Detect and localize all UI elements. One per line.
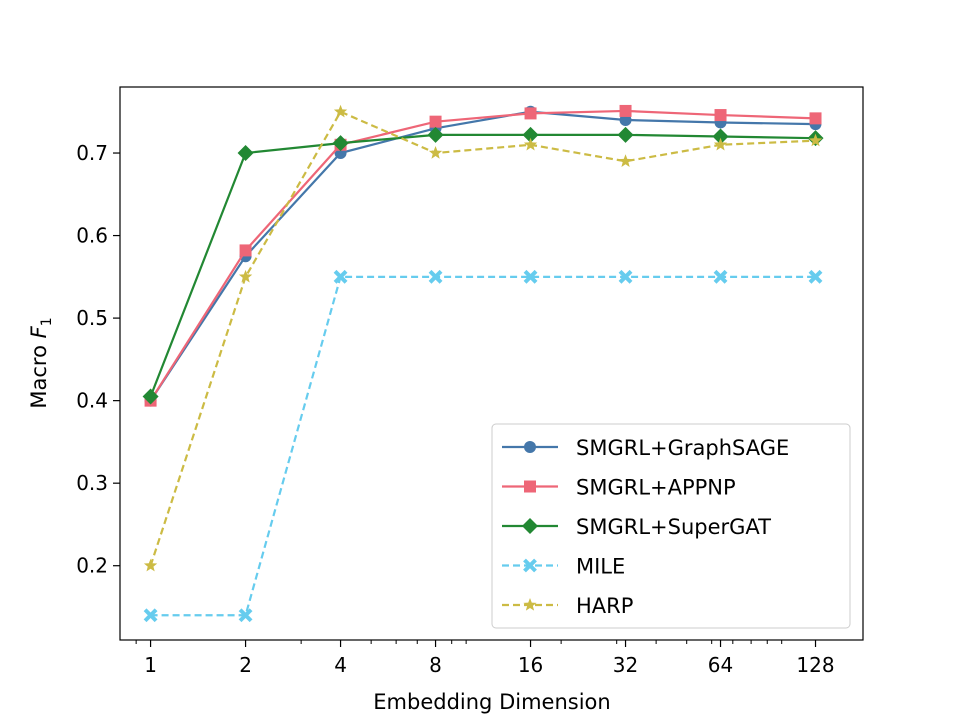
legend-label-smgrl-supergat: SMGRL+SuperGAT <box>576 515 771 539</box>
data-point-smgrl-appnp <box>429 115 442 128</box>
data-point-smgrl-appnp <box>714 109 727 122</box>
legend-entry-harp: HARP <box>502 594 633 618</box>
y-tick-label: 0.4 <box>76 389 108 413</box>
axes-layer: 1 2 4 8 16 32 64 128 0.2 0.3 0.4 0.5 0.6 0.7 <box>76 86 864 677</box>
data-point-harp <box>523 137 538 151</box>
data-point-smgrl-supergat <box>617 126 634 143</box>
data-point-smgrl-appnp <box>524 107 537 120</box>
plot-frame <box>119 86 864 641</box>
data-point-mile <box>238 608 253 623</box>
legend-box <box>491 423 851 629</box>
y-axis-label-prefix: Macro <box>27 338 51 408</box>
x-tick-label: 16 <box>518 653 543 677</box>
data-point-mile <box>618 269 633 284</box>
legend-entry-smgrl-graphsage: SMGRL+GraphSAGE <box>502 436 789 460</box>
data-point-harp <box>808 133 823 147</box>
legend: SMGRL+GraphSAGE SMGRL+APPNP SMGRL+SuperGAT… <box>491 423 851 629</box>
x-tick-label: 128 <box>796 653 834 677</box>
x-tick-label: 32 <box>613 653 638 677</box>
y-tick-label: 0.7 <box>76 141 108 165</box>
legend-marker-harp <box>523 598 537 611</box>
data-point-mile <box>713 269 728 284</box>
series-line-mile <box>150 275 816 617</box>
y-tick-label: 0.2 <box>76 554 108 578</box>
legend-marker-smgrl-graphsage <box>524 441 536 453</box>
series-layer <box>142 104 824 623</box>
series-line-smgrl-supergat <box>149 133 816 397</box>
series-harp <box>143 104 823 572</box>
data-point-smgrl-appnp <box>239 244 252 257</box>
data-point-mile <box>428 269 443 284</box>
data-point-harp <box>143 558 158 572</box>
legend-entry-smgrl-supergat: SMGRL+SuperGAT <box>502 515 771 539</box>
data-point-harp <box>238 269 253 283</box>
data-point-harp <box>713 137 728 151</box>
y-tick-label: 0.6 <box>76 224 108 248</box>
x-axis-label: Embedding Dimension <box>373 690 610 714</box>
data-point-smgrl-appnp <box>619 104 632 117</box>
series-line-harp <box>149 110 816 567</box>
series-smgrl-supergat <box>142 126 824 405</box>
y-axis-label-var: F <box>27 325 51 338</box>
data-point-smgrl-appnp <box>809 112 822 125</box>
legend-marker-smgrl-appnp <box>524 480 536 493</box>
x-tick-label: 4 <box>334 653 347 677</box>
data-point-smgrl-supergat <box>237 145 254 162</box>
legend-marker-smgrl-supergat <box>522 518 538 534</box>
series-mile <box>143 269 823 623</box>
y-tick-label: 0.5 <box>76 306 108 330</box>
legend-label-mile: MILE <box>576 555 625 579</box>
data-point-harp <box>333 104 348 118</box>
data-point-mile <box>808 269 823 284</box>
data-point-mile <box>333 269 348 284</box>
legend-entry-mile: MILE <box>502 555 625 579</box>
data-point-smgrl-graphsage <box>619 114 632 127</box>
y-axis-label-sub: 1 <box>39 317 55 326</box>
x-tick-label: 64 <box>708 653 733 677</box>
data-point-harp <box>618 154 633 167</box>
data-point-smgrl-supergat <box>332 135 349 152</box>
data-point-smgrl-supergat <box>522 126 539 143</box>
data-point-harp <box>428 146 443 159</box>
legend-label-smgrl-appnp: SMGRL+APPNP <box>576 476 736 500</box>
data-point-mile <box>523 269 538 284</box>
data-point-mile <box>143 608 158 623</box>
x-tick-label: 8 <box>429 653 442 677</box>
data-point-smgrl-supergat <box>142 388 159 405</box>
data-point-smgrl-supergat <box>427 126 444 143</box>
data-point-smgrl-supergat <box>712 128 729 145</box>
x-tick-label: 2 <box>239 653 252 677</box>
legend-label-harp: HARP <box>576 594 633 618</box>
series-line-smgrl-appnp <box>149 109 816 402</box>
y-axis-label: Macro F1 <box>27 317 55 408</box>
series-line-smgrl-graphsage <box>149 110 816 402</box>
legend-marker-mile <box>523 558 537 573</box>
y-tick-label: 0.3 <box>76 471 108 495</box>
x-tick-label: 1 <box>144 653 157 677</box>
legend-entry-smgrl-appnp: SMGRL+APPNP <box>502 476 736 500</box>
legend-label-smgrl-graphsage: SMGRL+GraphSAGE <box>576 436 789 460</box>
